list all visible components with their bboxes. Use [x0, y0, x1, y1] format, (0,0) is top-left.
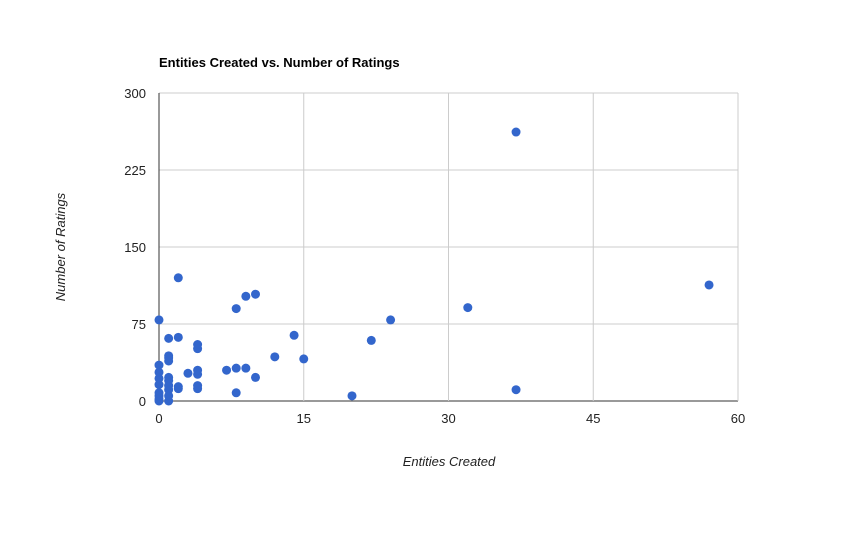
data-point [164, 333, 174, 343]
x-tick-label: 60 [731, 411, 745, 426]
data-point [222, 365, 232, 375]
data-point [251, 289, 260, 299]
data-point [231, 363, 241, 373]
data-point [183, 368, 193, 378]
data-point [193, 381, 203, 391]
y-axis-ticks: 0 75 150 225 300 [124, 86, 146, 409]
data-point [231, 388, 241, 398]
data-point [241, 291, 251, 301]
data-point [251, 372, 260, 382]
data-point [154, 315, 164, 325]
x-tick-label: 0 [155, 411, 162, 426]
data-point [366, 335, 376, 345]
x-tick-label: 30 [441, 411, 455, 426]
data-point [241, 363, 251, 373]
y-tick-label: 150 [124, 240, 146, 255]
data-point [164, 351, 174, 361]
data-point [154, 360, 164, 370]
data-point [299, 354, 309, 364]
data-point [386, 315, 396, 325]
x-axis-ticks: 0 15 30 45 60 [155, 411, 745, 426]
x-tick-label: 45 [586, 411, 600, 426]
data-point [463, 303, 473, 313]
data-point [173, 332, 183, 342]
data-point [154, 373, 164, 383]
data-point [193, 340, 203, 350]
y-tick-label: 0 [139, 394, 146, 409]
data-point [270, 352, 280, 362]
grid-lines [158, 92, 739, 402]
x-tick-label: 15 [297, 411, 311, 426]
data-point [289, 330, 299, 340]
data-point [173, 273, 183, 283]
y-tick-label: 300 [124, 86, 146, 101]
data-point [231, 304, 241, 314]
data-point [511, 127, 521, 137]
data-point [347, 391, 357, 401]
y-axis-title: Number of Ratings [53, 192, 68, 301]
data-points [154, 127, 714, 406]
y-tick-label: 75 [132, 317, 146, 332]
data-point [173, 382, 183, 392]
data-point [164, 391, 174, 401]
x-axis-title: Entities Created [403, 454, 496, 469]
data-point [193, 365, 203, 375]
data-point [154, 367, 164, 377]
chart-title: Entities Created vs. Number of Ratings [159, 55, 400, 70]
data-point [511, 385, 521, 395]
data-point [164, 372, 174, 382]
data-point [154, 388, 164, 398]
data-point [704, 280, 714, 290]
y-tick-label: 225 [124, 163, 146, 178]
data-point [154, 380, 164, 390]
